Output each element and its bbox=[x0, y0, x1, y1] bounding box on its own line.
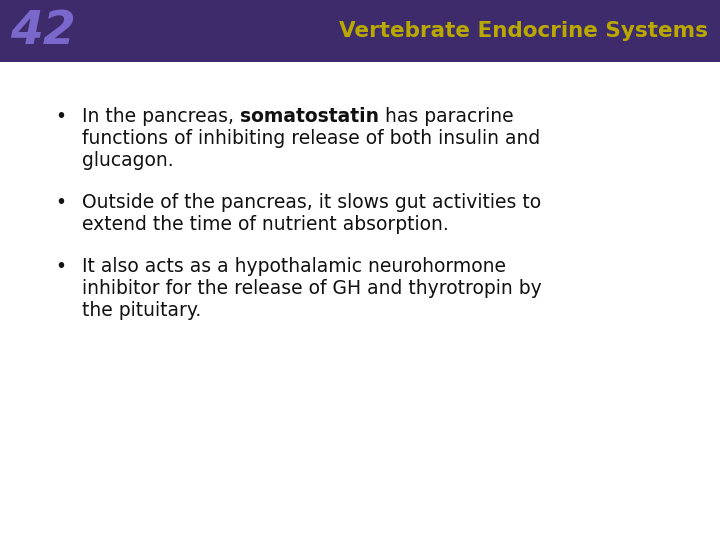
Bar bbox=[0, 0, 720, 62]
Text: Vertebrate Endocrine Systems: Vertebrate Endocrine Systems bbox=[339, 21, 708, 41]
Text: extend the time of nutrient absorption.: extend the time of nutrient absorption. bbox=[82, 215, 449, 234]
Text: 42: 42 bbox=[10, 9, 76, 53]
Text: •: • bbox=[55, 257, 66, 276]
Text: •: • bbox=[55, 107, 66, 126]
Text: glucagon.: glucagon. bbox=[82, 151, 174, 170]
Text: the pituitary.: the pituitary. bbox=[82, 301, 202, 320]
Text: It also acts as a hypothalamic neurohormone: It also acts as a hypothalamic neurohorm… bbox=[82, 257, 506, 276]
Text: functions of inhibiting release of both insulin and: functions of inhibiting release of both … bbox=[82, 129, 540, 148]
Text: inhibitor for the release of GH and thyrotropin by: inhibitor for the release of GH and thyr… bbox=[82, 279, 541, 298]
Text: In the pancreas,: In the pancreas, bbox=[82, 107, 240, 126]
Text: has paracrine: has paracrine bbox=[379, 107, 513, 126]
Text: •: • bbox=[55, 193, 66, 212]
Text: somatostatin: somatostatin bbox=[240, 107, 379, 126]
Text: Outside of the pancreas, it slows gut activities to: Outside of the pancreas, it slows gut ac… bbox=[82, 193, 541, 212]
